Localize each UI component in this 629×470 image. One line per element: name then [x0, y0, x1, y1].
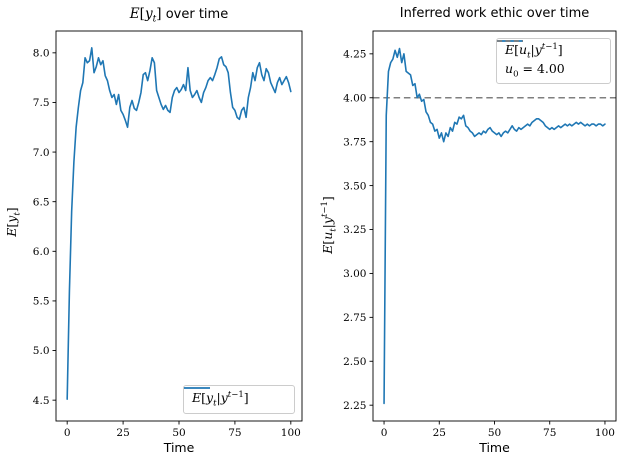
legend-entry: E[yt|yt−1]	[184, 387, 286, 410]
x-tick-label: 100	[595, 427, 615, 439]
y-tick-label: 2.50	[343, 356, 366, 368]
y-tick-label: 4.5	[33, 395, 50, 407]
solid-line-swatch-icon	[184, 387, 210, 389]
y-tick-label: 2.25	[343, 400, 366, 412]
y-tick-label: 6.0	[33, 246, 50, 258]
x-tick-label: 100	[281, 427, 301, 439]
right-plot-title: Inferred work ethic over time	[399, 6, 590, 21]
axes-frame	[55, 30, 303, 422]
left-axes-series-line	[66, 47, 292, 400]
right-axes: 0 25 50 75 100 2.25 2.50 2.75 3.00 3.25 3.50 3.75 4.…	[343, 30, 617, 439]
legend-entry: u0 = 4.00	[497, 40, 602, 80]
right-legend: E[ut|yt−1] u0 = 4.00	[496, 38, 611, 84]
left-y-axis-label: E[yt]	[4, 207, 23, 237]
y-tick-label: 2.75	[343, 312, 366, 324]
left-x-axis-label: Time	[163, 440, 195, 455]
x-tick-label: 75	[228, 427, 241, 439]
right-x-axis-label: Time	[479, 440, 510, 455]
left-axes: 0 25 50 75 100 4.5 5.0 5.5 6.0 6.5 7.0 7.5 8.0	[33, 30, 303, 439]
right-y-axis-label: E[ut|yt−1]	[320, 196, 339, 254]
legend-label: u0 = 4.00	[505, 61, 565, 80]
y-tick-label: 3.00	[343, 268, 366, 280]
x-tick-label: 25	[433, 427, 446, 439]
y-tick-label: 5.0	[33, 345, 50, 357]
y-tick-label: 8.0	[33, 48, 50, 60]
dashed-line-swatch-icon	[497, 40, 523, 42]
x-tick-label: 50	[172, 427, 185, 439]
y-tick-label: 7.0	[33, 147, 50, 159]
y-tick-label: 3.25	[343, 224, 366, 236]
y-tick-label: 6.5	[33, 196, 50, 208]
y-tick-label: 7.5	[33, 97, 50, 109]
left-plot-title: E[yt] over time	[56, 6, 302, 25]
y-tick-label: 3.75	[343, 136, 366, 148]
left-title-math: E[yt]	[129, 6, 162, 25]
right-axes-series-line	[383, 47, 606, 405]
left-legend: E[yt|yt−1]	[183, 385, 295, 414]
x-tick-label: 50	[488, 427, 501, 439]
legend-label: E[ut|yt−1]	[505, 42, 563, 61]
y-tick-label: 3.50	[343, 180, 366, 192]
legend-entry: E[ut|yt−1]	[497, 40, 602, 61]
y-tick-label: 4.00	[343, 92, 366, 104]
x-tick-label: 0	[381, 427, 388, 439]
left-title-suffix: over time	[161, 7, 229, 22]
x-tick-label: 25	[116, 427, 129, 439]
x-tick-label: 0	[64, 427, 71, 439]
y-tick-label: 5.5	[33, 296, 50, 308]
y-tick-label: 4.25	[343, 49, 366, 61]
x-tick-label: 75	[543, 427, 556, 439]
legend-label: E[yt|yt−1]	[192, 390, 249, 409]
axes-frame	[372, 30, 617, 422]
